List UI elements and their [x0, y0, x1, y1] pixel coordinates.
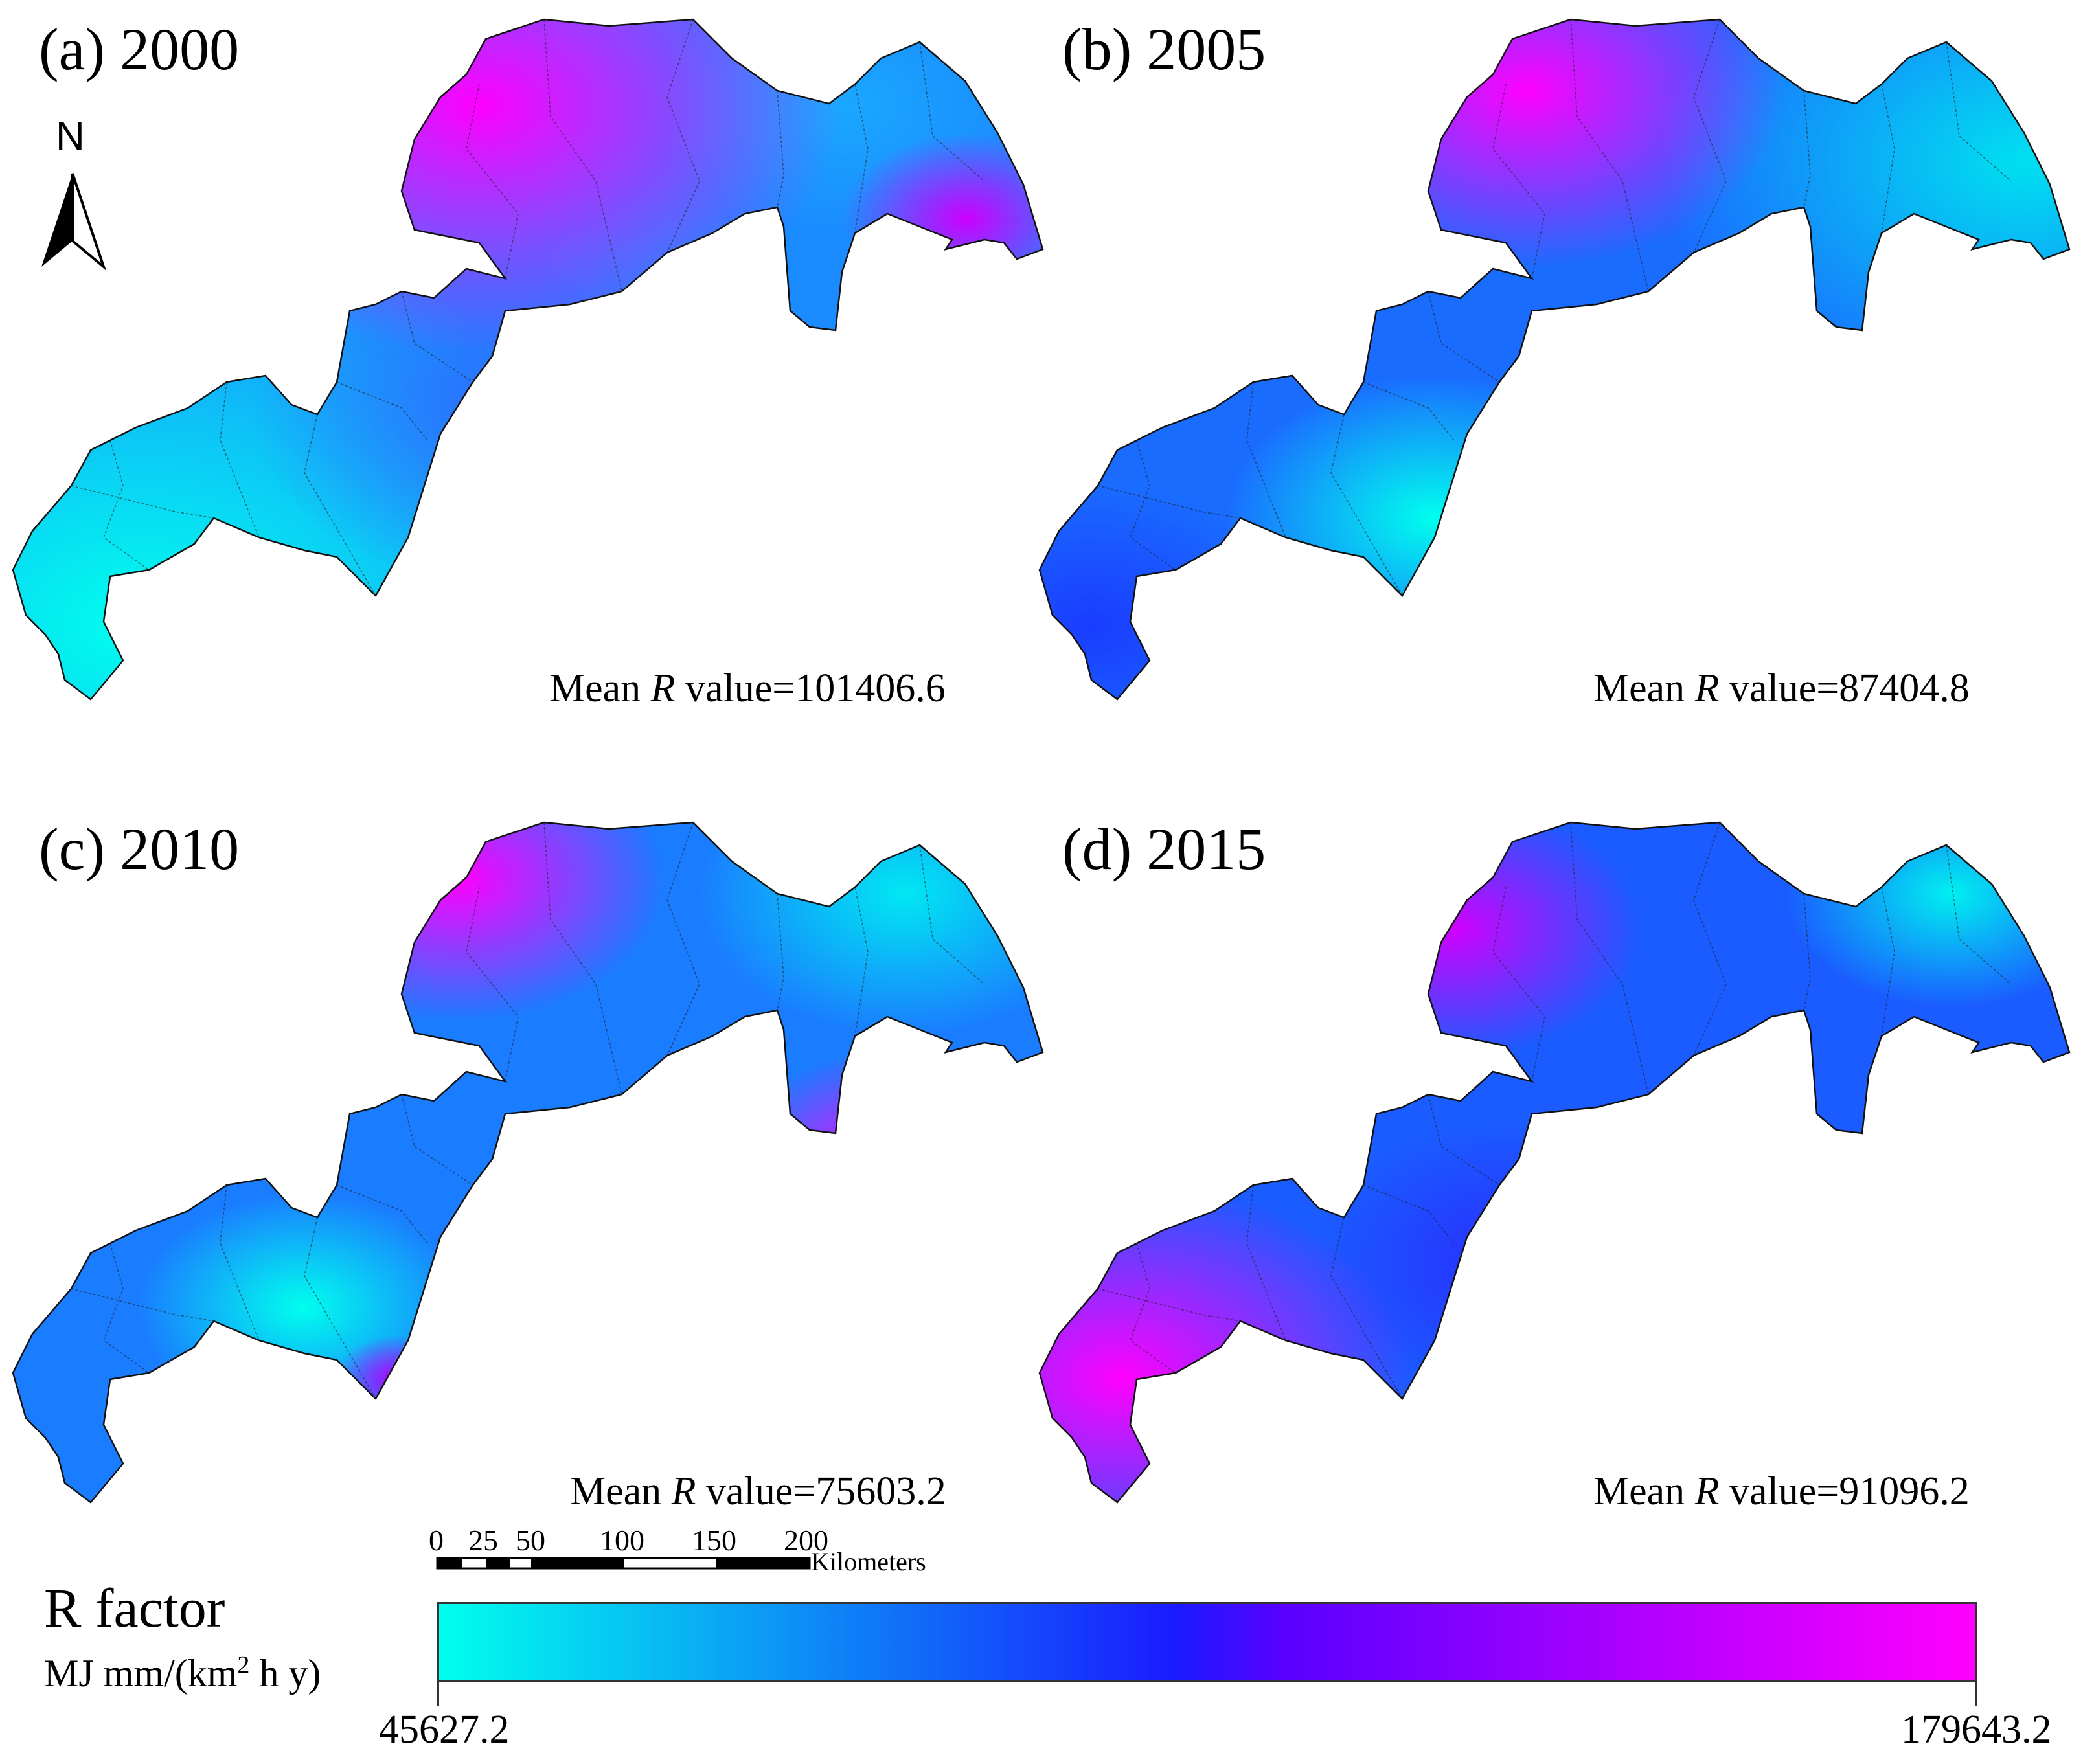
panel-c-title: (c) 2010: [39, 816, 240, 882]
legend-unit: MJ mm/(km2 h y): [44, 1651, 321, 1695]
legend-min-value: 45627.2: [379, 1708, 510, 1752]
legend-title: R factor: [44, 1577, 225, 1639]
panel-b-title: (b) 2005: [1062, 16, 1266, 82]
north-arrow-icon: [41, 173, 107, 271]
map-panel-c: [12, 821, 1044, 1504]
scale-tick: 100: [600, 1524, 644, 1557]
legend-max-tick: [1975, 1682, 1977, 1706]
legend-max-value: 179643.2: [1901, 1708, 2052, 1752]
map-panel-b: [1038, 18, 2071, 701]
scale-unit-label: Kilometers: [811, 1547, 926, 1576]
panel-d-title: (d) 2015: [1062, 816, 1266, 882]
panel-c-mean: Mean R value=75603.2: [570, 1469, 946, 1513]
scale-tick: 0: [429, 1524, 444, 1557]
legend-color-ramp: [437, 1602, 1977, 1682]
map-panel-d: [1038, 821, 2071, 1504]
panel-d-mean: Mean R value=91096.2: [1593, 1469, 1970, 1513]
panel-a-title: (a) 2000: [39, 16, 240, 82]
map-panel-a: [12, 18, 1044, 701]
north-label: N: [56, 114, 85, 159]
scale-tick: 50: [516, 1524, 545, 1557]
scale-bar-graphic: [436, 1557, 811, 1570]
scale-tick: 150: [692, 1524, 736, 1557]
scale-tick: 25: [468, 1524, 498, 1557]
scale-tick: 200: [784, 1524, 828, 1557]
panel-b-mean: Mean R value=87404.8: [1593, 666, 1970, 710]
legend-min-tick: [437, 1682, 439, 1706]
panel-a-mean: Mean R value=101406.6: [549, 666, 946, 710]
